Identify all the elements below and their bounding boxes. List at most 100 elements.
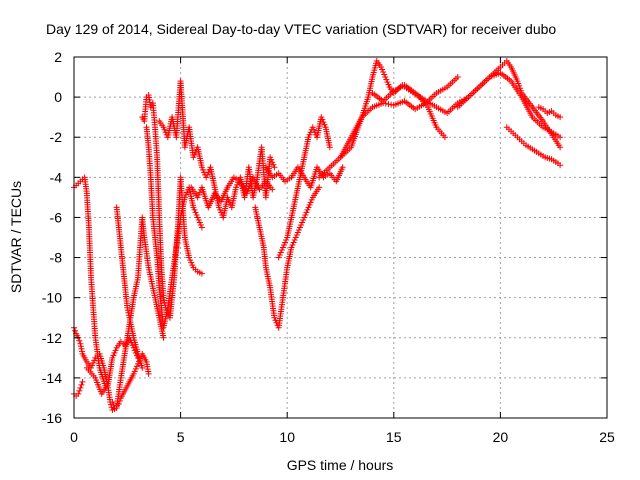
data-point (192, 149, 199, 156)
x-tick-label: 0 (70, 429, 78, 445)
data-point (298, 221, 305, 228)
x-axis-label: GPS time / hours (287, 457, 394, 473)
data-point (303, 209, 310, 216)
data-series (252, 184, 323, 331)
data-point (109, 398, 116, 405)
data-point (383, 76, 390, 83)
data-point (282, 239, 289, 246)
data-point (294, 229, 301, 236)
data-point (339, 164, 346, 171)
data-point (234, 181, 241, 188)
data-point (109, 354, 116, 361)
data-point (276, 252, 283, 259)
data-point (160, 124, 167, 131)
data-point (125, 309, 132, 316)
data-layer (71, 58, 564, 413)
data-point (79, 378, 86, 385)
data-point (77, 340, 84, 347)
y-tick-label: -12 (42, 330, 62, 346)
data-point (131, 368, 138, 375)
data-point (187, 257, 194, 264)
data-point (279, 244, 286, 251)
y-tick-label: -4 (50, 169, 63, 185)
data-point (161, 297, 168, 304)
data-point (134, 360, 141, 367)
data-point (215, 204, 222, 211)
data-point (191, 151, 198, 158)
data-point (233, 184, 240, 191)
data-point (281, 242, 288, 249)
data-point (454, 74, 461, 81)
data-point (557, 144, 564, 151)
data-point (309, 124, 316, 131)
x-tick-label: 25 (599, 429, 615, 445)
data-point (198, 164, 205, 171)
data-point (557, 134, 564, 141)
y-tick-label: -16 (42, 410, 62, 426)
data-point (203, 174, 210, 181)
data-point (190, 154, 197, 161)
data-point (385, 81, 392, 88)
y-tick-label: -8 (50, 250, 63, 266)
data-point (226, 199, 233, 206)
data-point (290, 239, 297, 246)
data-series (503, 124, 564, 169)
data-point (193, 211, 200, 218)
y-tick-label: 2 (54, 49, 62, 65)
data-point (110, 401, 117, 408)
y-axis-label: SDTVAR / TECUs (8, 181, 24, 293)
y-tick-label: 0 (54, 89, 62, 105)
data-point (72, 327, 79, 334)
data-point (139, 364, 146, 371)
data-point (304, 206, 311, 213)
data-point (198, 224, 205, 231)
data-point (271, 314, 278, 321)
x-tick-label: 5 (177, 429, 185, 445)
y-tick-label: -6 (50, 209, 63, 225)
data-point (326, 144, 333, 151)
chart-title: Day 129 of 2014, Sidereal Day-to-day VTE… (46, 21, 556, 37)
data-point (111, 349, 118, 356)
data-point (186, 254, 193, 261)
data-point (557, 114, 564, 121)
data-point (269, 159, 276, 166)
data-point (306, 131, 313, 138)
data-point (198, 270, 205, 277)
data-point (269, 186, 276, 193)
data-series (275, 114, 333, 261)
data-point (197, 221, 204, 228)
data-point (380, 69, 387, 76)
data-point (191, 206, 198, 213)
data-point (160, 294, 167, 301)
data-series (188, 174, 276, 211)
data-point (190, 204, 197, 211)
data-point (272, 317, 279, 324)
y-tick-label: -14 (42, 370, 62, 386)
data-point (162, 129, 169, 136)
x-tick-label: 10 (279, 429, 295, 445)
y-tick-label: -10 (42, 290, 62, 306)
data-point (308, 196, 315, 203)
data-point (76, 337, 83, 344)
data-point (183, 189, 190, 196)
data-point (307, 199, 314, 206)
data-point (194, 194, 201, 201)
data-point (116, 397, 123, 404)
data-point (205, 169, 212, 176)
data-point (292, 234, 299, 241)
data-point (277, 249, 284, 256)
data-point (441, 134, 448, 141)
data-point (283, 237, 290, 244)
data-point (130, 370, 137, 377)
data-point (194, 214, 201, 221)
data-point (378, 64, 385, 71)
data-point (311, 129, 318, 136)
data-series (535, 104, 564, 121)
data-point (77, 384, 84, 391)
data-point (112, 347, 119, 354)
y-tick-label: -2 (50, 129, 63, 145)
data-point (320, 119, 327, 126)
data-point (189, 262, 196, 269)
